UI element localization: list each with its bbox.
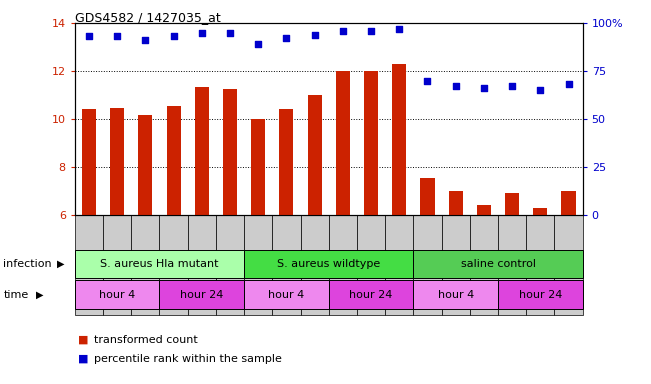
Point <box>422 78 433 84</box>
Bar <box>244 215 272 315</box>
Point <box>281 35 292 41</box>
Bar <box>279 109 294 215</box>
Bar <box>470 215 498 315</box>
Bar <box>336 71 350 215</box>
Bar <box>498 280 583 309</box>
Text: ▶: ▶ <box>36 290 44 300</box>
Bar <box>139 116 152 215</box>
Bar <box>159 280 244 309</box>
Text: saline control: saline control <box>460 259 536 269</box>
Point <box>169 33 179 40</box>
Bar <box>251 119 266 215</box>
Bar <box>244 280 329 309</box>
Point <box>309 31 320 38</box>
Bar <box>301 215 329 315</box>
Bar <box>533 208 547 215</box>
Bar <box>413 280 498 309</box>
Bar <box>307 95 322 215</box>
Text: transformed count: transformed count <box>94 335 198 345</box>
Bar <box>441 215 470 315</box>
Point <box>197 30 207 36</box>
Bar <box>329 280 413 309</box>
Point <box>225 30 235 36</box>
Text: hour 24: hour 24 <box>519 290 562 300</box>
Point <box>140 37 150 43</box>
Point <box>478 85 489 91</box>
Point <box>507 83 518 89</box>
Bar <box>329 215 357 315</box>
Text: hour 4: hour 4 <box>99 290 135 300</box>
Bar <box>413 215 441 315</box>
Bar <box>357 215 385 315</box>
Text: hour 24: hour 24 <box>350 290 393 300</box>
Text: ■: ■ <box>78 354 89 364</box>
Bar <box>449 191 463 215</box>
Bar <box>110 108 124 215</box>
Bar <box>364 71 378 215</box>
Text: percentile rank within the sample: percentile rank within the sample <box>94 354 283 364</box>
Bar <box>75 280 159 309</box>
Bar <box>413 250 583 278</box>
Bar <box>272 215 301 315</box>
Point <box>112 33 122 40</box>
Bar <box>132 215 159 315</box>
Point <box>563 81 574 88</box>
Point <box>338 28 348 34</box>
Bar <box>526 215 555 315</box>
Text: S. aureus wildtype: S. aureus wildtype <box>277 259 380 269</box>
Text: ■: ■ <box>78 335 89 345</box>
Text: ▶: ▶ <box>57 259 65 269</box>
Point <box>394 26 404 32</box>
Bar <box>103 215 132 315</box>
Text: time: time <box>3 290 29 300</box>
Text: hour 4: hour 4 <box>268 290 305 300</box>
Bar <box>167 106 181 215</box>
Bar <box>392 64 406 215</box>
Text: hour 24: hour 24 <box>180 290 223 300</box>
Bar <box>82 109 96 215</box>
Text: hour 4: hour 4 <box>437 290 474 300</box>
Point <box>253 41 264 47</box>
Bar <box>159 215 187 315</box>
Point <box>366 28 376 34</box>
Text: GDS4582 / 1427035_at: GDS4582 / 1427035_at <box>75 12 221 25</box>
Bar <box>195 87 209 215</box>
Bar <box>561 191 575 215</box>
Bar <box>75 215 103 315</box>
Text: S. aureus Hla mutant: S. aureus Hla mutant <box>100 259 219 269</box>
Bar <box>555 215 583 315</box>
Bar <box>477 205 491 215</box>
Bar <box>75 250 244 278</box>
Bar <box>505 194 519 215</box>
Bar <box>187 215 216 315</box>
Bar <box>223 89 237 215</box>
Bar <box>498 215 526 315</box>
Bar <box>421 178 435 215</box>
Bar <box>385 215 413 315</box>
Bar <box>216 215 244 315</box>
Point <box>450 83 461 89</box>
Point <box>84 33 94 40</box>
Text: infection: infection <box>3 259 52 269</box>
Point <box>535 87 546 93</box>
Bar <box>244 250 413 278</box>
